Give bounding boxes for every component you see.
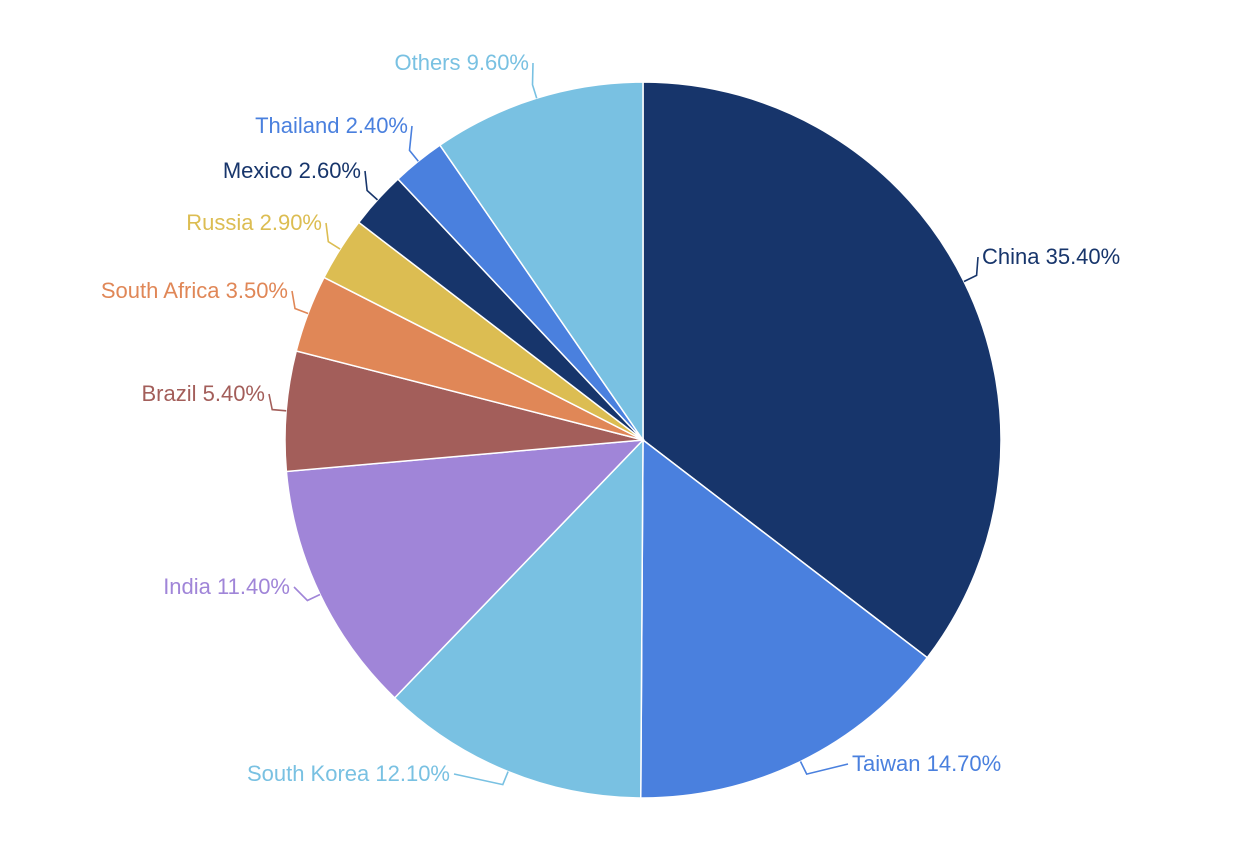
leaders-layer [268,62,979,786]
leader-line-others [531,62,538,99]
leader-line-mexico [364,170,379,201]
leader-line-india [293,586,321,602]
labels-layer: China 35.40% Taiwan 14.70% South Korea 12.… [101,50,1120,786]
slice-label-south-africa: South Africa 3.50% [101,278,288,303]
slice-label-india: India 11.40% [163,574,290,599]
leader-line-brazil [268,393,287,412]
slice-label-china: China 35.40% [982,244,1120,269]
slices-layer [284,81,1002,799]
leader-line-taiwan [799,761,849,776]
pie-slice-taiwan [639,438,929,799]
slice-label-brazil: Brazil 5.40% [141,381,265,406]
pie-slice-china [642,81,1002,659]
slice-label-taiwan: Taiwan 14.70% [852,751,1001,776]
slice-label-mexico: Mexico 2.60% [223,158,361,183]
pie-slice-india [285,439,645,699]
leader-line-south-africa [291,290,309,315]
leader-line-thailand [408,125,419,162]
leader-line-china [963,256,979,283]
slice-label-russia: Russia 2.90% [186,210,322,235]
leader-line-south-korea [453,771,509,786]
leader-line-russia [325,222,341,250]
slice-label-others: Others 9.60% [394,50,529,75]
slice-label-south-korea: South Korea 12.10% [247,761,450,786]
slice-label-thailand: Thailand 2.40% [255,113,408,138]
